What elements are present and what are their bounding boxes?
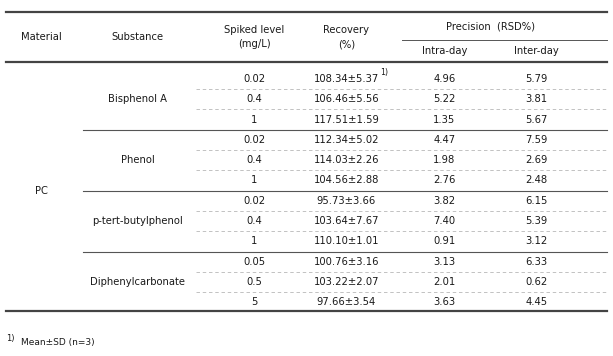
Text: PC: PC (35, 185, 48, 196)
Text: 4.47: 4.47 (433, 135, 455, 145)
Text: 117.51±1.59: 117.51±1.59 (313, 115, 379, 125)
Text: Recovery
(%): Recovery (%) (323, 25, 370, 49)
Text: 7.59: 7.59 (525, 135, 547, 145)
Text: 1: 1 (251, 115, 257, 125)
Text: 5.39: 5.39 (525, 216, 547, 226)
Text: p-tert-butylphenol: p-tert-butylphenol (93, 216, 183, 226)
Text: 95.73±3.66: 95.73±3.66 (317, 196, 376, 206)
Text: 5.22: 5.22 (433, 94, 455, 104)
Text: Material: Material (21, 32, 62, 42)
Text: 1: 1 (251, 236, 257, 246)
Text: 0.05: 0.05 (243, 257, 265, 267)
Text: 108.34±5.37: 108.34±5.37 (314, 74, 379, 84)
Text: 1: 1 (251, 176, 257, 185)
Text: 5.67: 5.67 (525, 115, 547, 125)
Text: Intra-day: Intra-day (422, 46, 467, 56)
Text: 103.64±7.67: 103.64±7.67 (314, 216, 379, 226)
Text: 0.4: 0.4 (246, 94, 262, 104)
Text: 5.79: 5.79 (525, 74, 547, 84)
Text: 100.76±3.16: 100.76±3.16 (314, 257, 379, 267)
Text: 97.66±3.54: 97.66±3.54 (317, 297, 376, 307)
Text: Inter-day: Inter-day (514, 46, 559, 56)
Text: 3.13: 3.13 (433, 257, 455, 267)
Text: 0.4: 0.4 (246, 216, 262, 226)
Text: 7.40: 7.40 (433, 216, 455, 226)
Text: 1): 1) (380, 68, 388, 77)
Text: 1): 1) (6, 334, 15, 343)
Text: 110.10±1.01: 110.10±1.01 (314, 236, 379, 246)
Text: 6.33: 6.33 (525, 257, 547, 267)
Text: 0.5: 0.5 (246, 277, 262, 287)
Text: Diphenylcarbonate: Diphenylcarbonate (91, 277, 185, 287)
Text: 4.96: 4.96 (433, 74, 455, 84)
Text: 106.46±5.56: 106.46±5.56 (313, 94, 379, 104)
Text: 3.63: 3.63 (433, 297, 455, 307)
Text: Bisphenol A: Bisphenol A (109, 94, 167, 104)
Text: 114.03±2.26: 114.03±2.26 (314, 155, 379, 165)
Text: Phenol: Phenol (121, 155, 155, 165)
Text: 2.76: 2.76 (433, 176, 455, 185)
Text: Substance: Substance (112, 32, 164, 42)
Text: Mean±SD (n=3): Mean±SD (n=3) (21, 338, 95, 347)
Text: Spiked level
(mg/L): Spiked level (mg/L) (224, 25, 284, 49)
Text: 5: 5 (251, 297, 257, 307)
Text: 3.12: 3.12 (525, 236, 547, 246)
Text: 0.02: 0.02 (243, 196, 265, 206)
Text: 104.56±2.88: 104.56±2.88 (314, 176, 379, 185)
Text: 2.69: 2.69 (525, 155, 547, 165)
Text: 1.98: 1.98 (433, 155, 455, 165)
Text: 3.81: 3.81 (525, 94, 547, 104)
Text: 0.4: 0.4 (246, 155, 262, 165)
Text: 0.91: 0.91 (433, 236, 455, 246)
Text: 103.22±2.07: 103.22±2.07 (314, 277, 379, 287)
Text: 3.82: 3.82 (433, 196, 455, 206)
Text: 2.01: 2.01 (433, 277, 455, 287)
Text: 0.62: 0.62 (525, 277, 547, 287)
Text: 0.02: 0.02 (243, 135, 265, 145)
Text: 2.48: 2.48 (525, 176, 547, 185)
Text: 6.15: 6.15 (525, 196, 547, 206)
Text: Precision  (RSD%): Precision (RSD%) (446, 21, 535, 31)
Text: 4.45: 4.45 (525, 297, 547, 307)
Text: 1.35: 1.35 (433, 115, 455, 125)
Text: 112.34±5.02: 112.34±5.02 (314, 135, 379, 145)
Text: 0.02: 0.02 (243, 74, 265, 84)
